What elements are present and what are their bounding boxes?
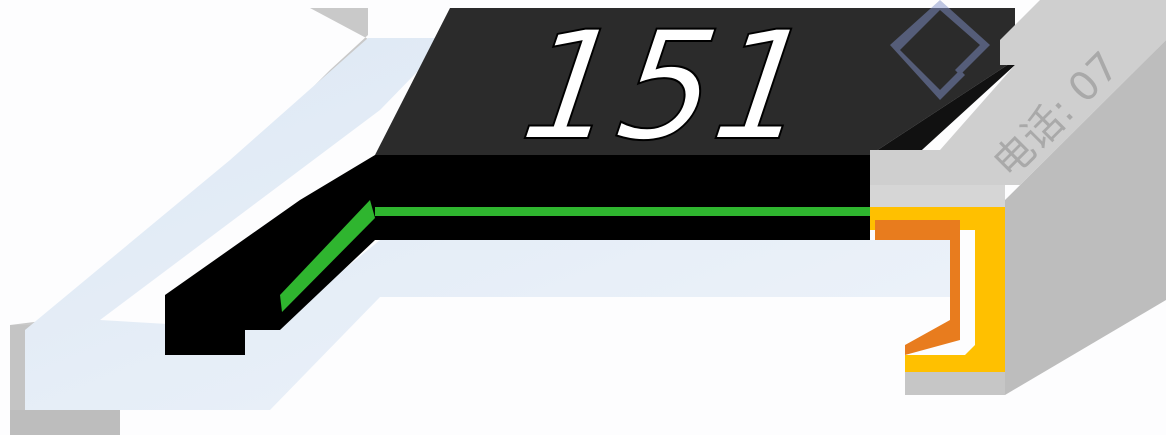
- resistor-marking: 151: [512, 0, 823, 174]
- resistor-illustration: 151 电话: 07: [0, 0, 1166, 435]
- left-terminal-foot-bottom: [10, 410, 120, 435]
- body-left-end: [165, 295, 245, 355]
- green-layer: [375, 207, 870, 216]
- right-terminal-front: [870, 185, 1005, 207]
